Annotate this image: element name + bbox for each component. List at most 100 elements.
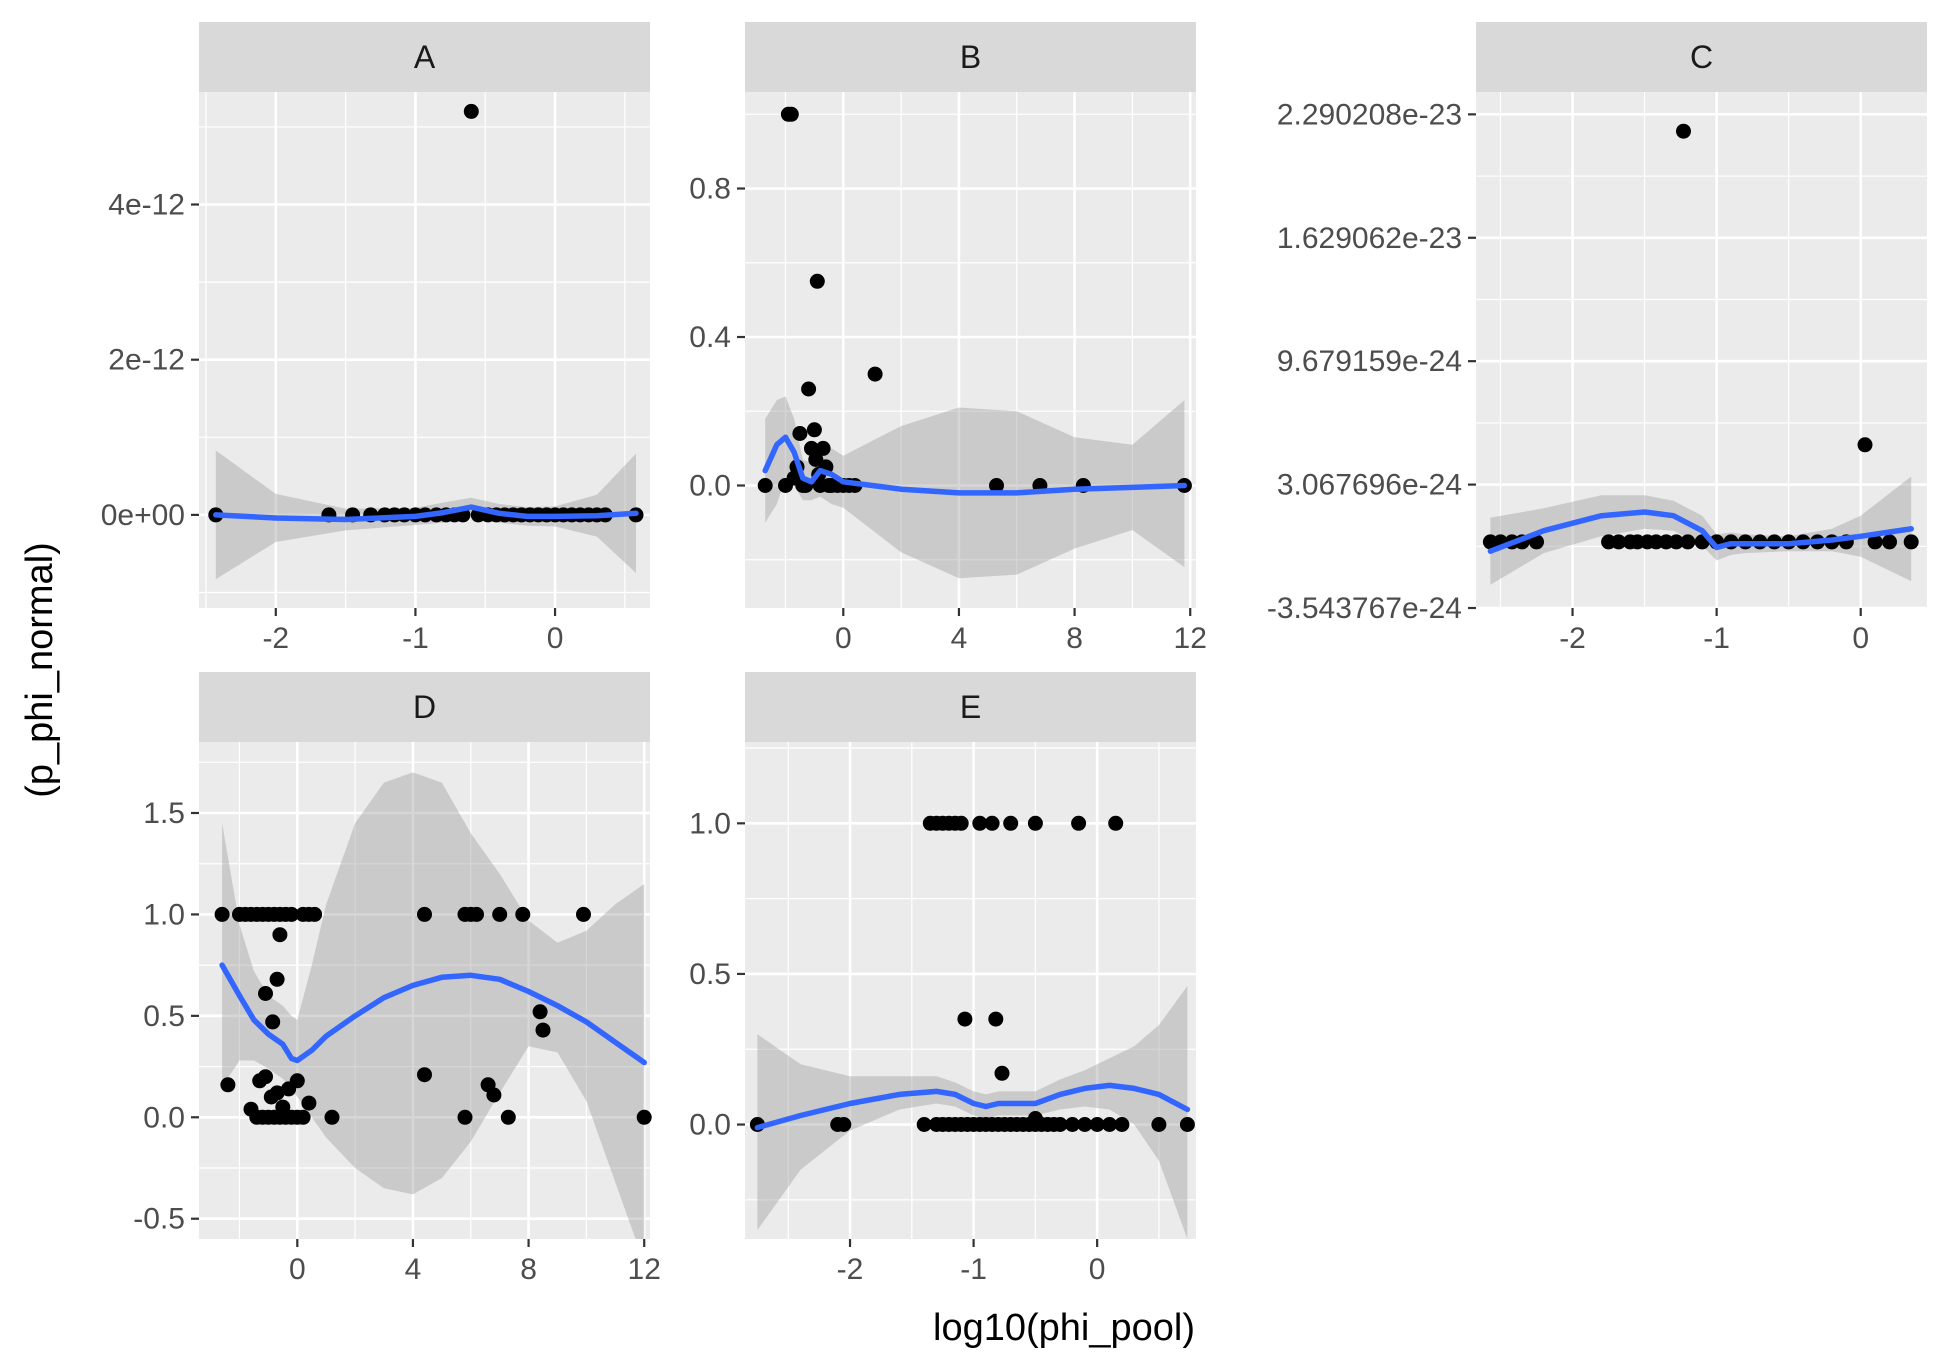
x-tick-label: 12 <box>1174 622 1207 655</box>
panel-E: E -2 -1 0 0.0 0.5 1.0 <box>689 672 1196 1286</box>
x-tick-label: 12 <box>628 1253 661 1286</box>
data-point <box>486 1087 502 1103</box>
y-tick-label: 0.8 <box>689 173 731 206</box>
data-point <box>1071 815 1087 831</box>
x-tick-label: 0 <box>1852 622 1869 655</box>
data-point <box>535 1022 551 1038</box>
data-point <box>269 971 285 987</box>
data-point <box>417 906 432 922</box>
data-point <box>1882 534 1897 550</box>
facet-strip <box>199 672 650 742</box>
data-point <box>806 422 822 438</box>
facet-strip <box>199 22 650 92</box>
data-point <box>957 1011 973 1027</box>
data-point <box>532 1004 548 1020</box>
data-point <box>1179 1117 1195 1132</box>
data-point <box>417 1067 432 1083</box>
data-point <box>815 440 831 456</box>
data-point <box>783 106 799 122</box>
facet-strip <box>745 22 1196 92</box>
data-point <box>867 366 883 382</box>
data-point <box>272 927 288 943</box>
y-tick-label: 2e-12 <box>108 344 185 377</box>
panel-background <box>1476 92 1927 608</box>
data-point <box>1676 123 1691 139</box>
y-tick-label: 1.0 <box>143 898 185 931</box>
data-point <box>265 1014 281 1030</box>
data-point <box>492 906 508 922</box>
y-tick-label: -3.543767e-24 <box>1267 592 1462 625</box>
y-tick-label: 0.0 <box>143 1101 185 1134</box>
data-point <box>994 1065 1010 1081</box>
smooth-line <box>1487 509 1914 554</box>
data-point <box>1052 1117 1068 1132</box>
panel-B: B 0 4 8 12 0.0 0.4 0.8 <box>689 22 1207 655</box>
data-point <box>1867 534 1883 550</box>
y-tick-label: 0.5 <box>143 1000 185 1033</box>
data-point <box>953 815 969 831</box>
y-tick-label: -0.5 <box>133 1203 185 1236</box>
data-point <box>1668 534 1684 550</box>
data-point <box>1003 815 1019 831</box>
y-tick-label: 4e-12 <box>108 189 185 222</box>
panel-background <box>745 742 1196 1239</box>
data-point <box>989 478 1004 493</box>
x-tick-label: 8 <box>520 1253 537 1286</box>
data-point <box>757 478 773 493</box>
x-tick-label: -2 <box>262 622 289 655</box>
data-point <box>515 906 531 922</box>
data-point <box>576 906 591 922</box>
smooth-line <box>762 434 1188 496</box>
data-point <box>972 815 988 831</box>
data-point <box>295 1109 311 1125</box>
data-point <box>1077 1117 1093 1132</box>
y-tick-label: 9.679159e-24 <box>1277 345 1462 378</box>
y-tick-label: 1.629062e-23 <box>1277 222 1462 255</box>
data-point <box>457 1109 473 1125</box>
x-tick-label: 0 <box>1089 1253 1106 1286</box>
data-point <box>258 986 273 1001</box>
data-point <box>301 1095 317 1111</box>
y-tick-label: 1.0 <box>689 807 731 840</box>
y-tick-label: 0e+00 <box>101 499 185 532</box>
x-tick-label: 8 <box>1066 622 1083 655</box>
data-point <box>636 1109 652 1125</box>
x-tick-label: 0 <box>289 1253 306 1286</box>
y-tick-label: 0.5 <box>689 958 731 991</box>
confidence-ribbon <box>757 986 1188 1239</box>
facet-strip-label: B <box>960 39 981 75</box>
confidence-ribbon <box>765 396 1185 579</box>
data-point <box>258 1069 273 1085</box>
data-point <box>1114 1117 1130 1132</box>
smooth-line <box>213 504 639 523</box>
data-point <box>284 906 299 922</box>
smooth-line <box>754 1082 1191 1131</box>
facet-strip <box>1476 22 1927 92</box>
data-point <box>1027 1111 1043 1126</box>
data-point <box>500 1109 516 1125</box>
data-point <box>463 103 479 119</box>
data-point <box>916 1117 932 1132</box>
x-tick-label: 4 <box>951 622 968 655</box>
data-point <box>1064 1117 1080 1132</box>
y-axis-title: (p_phi_normal) <box>19 542 61 798</box>
panel-background <box>745 92 1196 608</box>
facet-strip-label: D <box>413 689 436 725</box>
x-tick-label: -2 <box>837 1253 864 1286</box>
data-point <box>1529 534 1544 550</box>
y-tick-label: 0.0 <box>689 1109 731 1142</box>
data-point <box>469 906 484 922</box>
data-point <box>792 426 808 441</box>
facet-strip <box>745 672 1196 742</box>
smooth-line <box>219 962 647 1066</box>
data-point <box>289 1073 305 1089</box>
y-tick-label: 0.4 <box>689 321 731 354</box>
data-point <box>1089 1117 1105 1132</box>
data-point <box>269 1085 285 1101</box>
data-point <box>1857 437 1873 453</box>
y-tick-label: 1.5 <box>143 797 185 830</box>
y-tick-label: 2.290208e-23 <box>1277 98 1462 131</box>
facet-strip-label: C <box>1690 39 1713 75</box>
panel-D: D 0 4 8 12 -0.5 0.0 0.5 1.0 1.5 <box>133 672 661 1286</box>
